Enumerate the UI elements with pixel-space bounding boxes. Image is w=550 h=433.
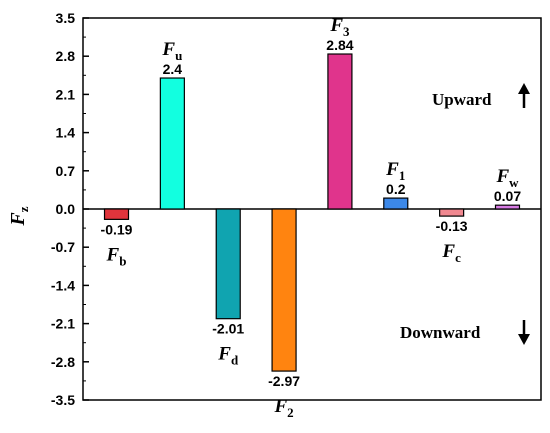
y-tick-label: 1.4 bbox=[56, 125, 76, 141]
series-label-b: Fb bbox=[106, 244, 127, 268]
value-label-u: 2.4 bbox=[163, 61, 183, 77]
bars bbox=[103, 53, 521, 372]
series-label-w: Fw bbox=[495, 166, 519, 190]
value-label-1: 0.2 bbox=[386, 181, 406, 197]
value-label-d: -2.01 bbox=[212, 321, 244, 337]
bar-w bbox=[494, 204, 521, 210]
bar-b bbox=[103, 208, 130, 220]
y-tick-label: -0.7 bbox=[51, 239, 75, 255]
series-label-3: F3 bbox=[329, 15, 350, 39]
bar-c bbox=[439, 208, 465, 217]
upward-label: Upward bbox=[432, 90, 492, 109]
downward-label: Downward bbox=[400, 323, 481, 342]
bar-d bbox=[215, 208, 241, 320]
y-tick-label: 0.7 bbox=[56, 163, 76, 179]
y-axis-label: Fz bbox=[7, 206, 31, 226]
y-tick-label: 2.8 bbox=[56, 48, 76, 64]
y-tick-label: -3.5 bbox=[51, 392, 75, 408]
upward-annotation: Upward bbox=[432, 83, 530, 109]
axes: 3.5 2.8 2.1 1.4 0.7 0.0 -0.7 -1.4 -2.1 -2.8 -3.5 bbox=[51, 10, 542, 408]
y-tick-label: 3.5 bbox=[56, 10, 76, 26]
value-label-2: -2.97 bbox=[268, 373, 300, 389]
series-label-2: F2 bbox=[273, 396, 293, 420]
bar-u bbox=[159, 77, 185, 210]
series-label-c: Fc bbox=[441, 241, 461, 265]
series-label-d: Fd bbox=[217, 344, 239, 368]
y-tick-label: 2.1 bbox=[56, 86, 76, 102]
downward-annotation: Downward bbox=[400, 320, 530, 345]
value-label-3: 2.84 bbox=[326, 37, 353, 53]
y-tick-label: -2.1 bbox=[51, 316, 75, 332]
value-label-b: -0.19 bbox=[101, 221, 133, 237]
bar-1 bbox=[383, 197, 409, 210]
y-tick-label: -2.8 bbox=[51, 354, 75, 370]
series-label-u: Fu bbox=[161, 39, 182, 63]
y-tick-label: 0.0 bbox=[56, 201, 76, 217]
down-arrow-icon bbox=[518, 320, 530, 345]
bar-3 bbox=[327, 53, 353, 210]
series-label-1: F1 bbox=[385, 159, 405, 183]
up-arrow-icon bbox=[518, 83, 530, 108]
value-label-w: 0.07 bbox=[494, 188, 521, 204]
bar-2 bbox=[271, 208, 297, 372]
value-label-c: -0.13 bbox=[436, 218, 468, 234]
y-tick-label: -1.4 bbox=[51, 277, 75, 293]
